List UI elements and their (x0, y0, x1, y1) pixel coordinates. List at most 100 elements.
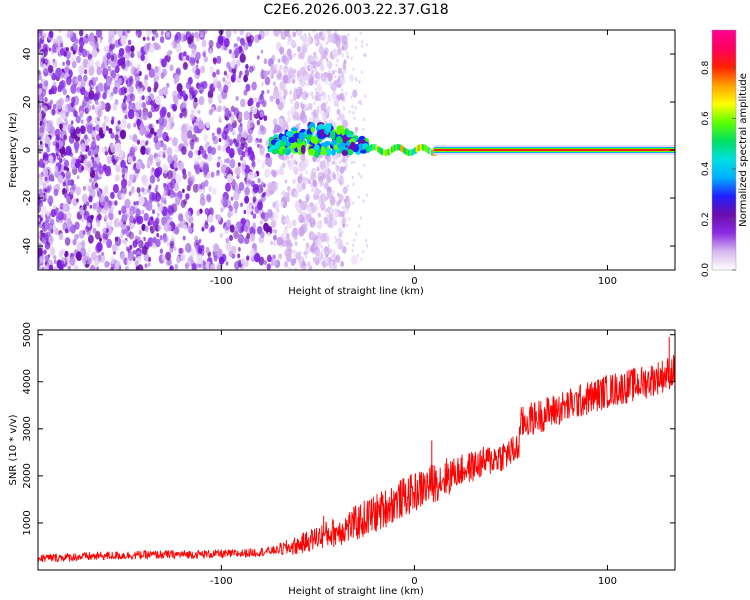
noise-blob (64, 189, 67, 194)
noise-blob (136, 187, 141, 194)
noise-blob (90, 141, 97, 150)
noise-blob (117, 53, 122, 59)
noise-blob (74, 233, 79, 241)
noise-blob (198, 96, 205, 106)
noise-streak (320, 254, 323, 258)
noise-blob (173, 192, 177, 198)
spectrogram-y-axis: -40 -20 0 20 40 (22, 48, 675, 254)
noise-blob (332, 249, 336, 255)
noise-blob (197, 109, 201, 115)
noise-blob (203, 55, 208, 63)
noise-streak (303, 220, 306, 224)
noise-blob (326, 154, 332, 163)
noise-blob (334, 80, 338, 85)
noise-blob (130, 45, 135, 53)
noise-blob (72, 61, 76, 69)
noise-blob (111, 200, 115, 205)
page-title: C2E6.2026.003.22.37.G18 (263, 2, 449, 18)
noise-blob (141, 101, 146, 109)
noise-streak (313, 234, 316, 238)
noise-blob (212, 80, 219, 89)
noise-blob (75, 126, 81, 135)
noise-blob (175, 173, 182, 184)
noise-streak (336, 260, 339, 264)
noise-streak (314, 56, 317, 60)
noise-blob (156, 177, 160, 183)
noise-blob (292, 31, 297, 38)
noise-blob (239, 30, 244, 36)
noise-blob (241, 129, 248, 140)
noise-streak (336, 238, 338, 242)
noise-streak (341, 88, 344, 92)
noise-blob (246, 123, 251, 130)
noise-blob (38, 74, 42, 81)
noise-streak (312, 63, 315, 67)
noise-streak (352, 243, 355, 247)
noise-blob (48, 155, 54, 163)
noise-blob (127, 180, 132, 187)
noise-blob (278, 253, 283, 260)
noise-streak (330, 223, 333, 227)
noise-streak (305, 202, 308, 206)
noise-blob (129, 245, 133, 250)
noise-streak (334, 69, 337, 73)
noise-blob (145, 140, 149, 146)
noise-blob (42, 43, 48, 52)
noise-blob (254, 140, 259, 147)
noise-blob (279, 165, 284, 172)
noise-blob (92, 160, 98, 169)
noise-blob (104, 45, 109, 53)
noise-blob (84, 134, 88, 140)
noise-blob (279, 80, 286, 91)
noise-blob (38, 230, 41, 240)
noise-blob (175, 157, 178, 162)
noise-blob (86, 116, 91, 123)
noise-blob (62, 124, 67, 132)
noise-blob (233, 107, 239, 117)
noise-streak (361, 40, 364, 44)
noise-blob (163, 236, 167, 243)
noise-blob (54, 128, 61, 138)
noise-blob (169, 240, 175, 249)
noise-blob (74, 221, 80, 230)
noise-streak (360, 102, 362, 106)
noise-blob (210, 225, 215, 233)
noise-blob (142, 111, 148, 121)
snr-x-tick-label: -100 (210, 576, 233, 587)
noise-blob (234, 225, 238, 232)
noise-blob (44, 58, 48, 64)
noise-blob (79, 151, 83, 156)
noise-blob (72, 49, 76, 55)
noise-blob (192, 94, 195, 99)
signal-blob (314, 150, 319, 159)
noise-blob (53, 165, 59, 173)
noise-blob (52, 59, 58, 69)
noise-blob (118, 265, 122, 270)
noise-blob (290, 242, 293, 247)
noise-blob (136, 50, 139, 55)
noise-blob (182, 188, 185, 193)
noise-blob (94, 76, 98, 82)
noise-blob (292, 219, 297, 227)
noise-blob (153, 30, 157, 35)
noise-blob (270, 240, 274, 246)
noise-blob (240, 202, 243, 207)
noise-blob (195, 246, 199, 252)
noise-blob (89, 36, 96, 47)
signal-segment (417, 145, 421, 152)
noise-blob (197, 247, 203, 255)
noise-streak (353, 116, 356, 120)
noise-streak (360, 70, 363, 74)
noise-blob (293, 189, 300, 199)
colorbar-tick-label: 0.0 (701, 263, 711, 278)
noise-streak (321, 207, 323, 211)
noise-blob (63, 134, 68, 141)
noise-blob (212, 135, 219, 145)
noise-blob (159, 36, 165, 44)
signal-segment (407, 149, 411, 156)
noise-blob (107, 36, 113, 44)
noise-blob (257, 143, 260, 148)
noise-streak (345, 224, 348, 228)
noise-blob (167, 182, 174, 192)
noise-blob (283, 89, 288, 97)
